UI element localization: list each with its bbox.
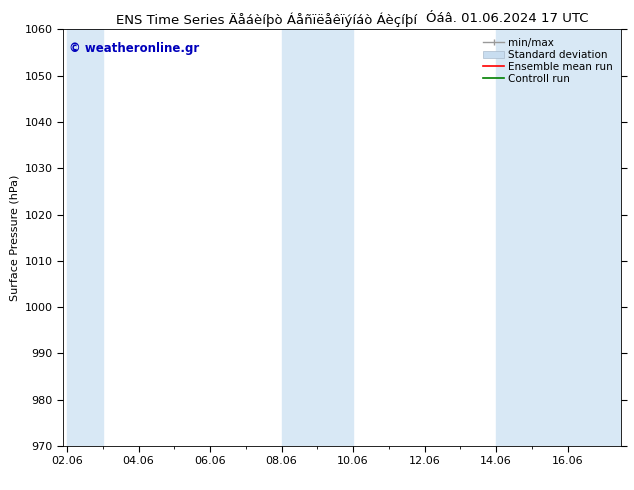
Text: © weatheronline.gr: © weatheronline.gr xyxy=(69,42,199,55)
Bar xyxy=(281,29,353,446)
Text: ENS Time Series Äåáèíþò Áåñïëåêïýíáò Áèçíþí: ENS Time Series Äåáèíþò Áåñïëåêïýíáò Áèç… xyxy=(116,12,417,27)
Legend: min/max, Standard deviation, Ensemble mean run, Controll run: min/max, Standard deviation, Ensemble me… xyxy=(480,35,616,87)
Y-axis label: Surface Pressure (hPa): Surface Pressure (hPa) xyxy=(10,174,19,301)
Bar xyxy=(67,29,103,446)
Bar xyxy=(496,29,621,446)
Text: Óáâ. 01.06.2024 17 UTC: Óáâ. 01.06.2024 17 UTC xyxy=(426,12,588,25)
